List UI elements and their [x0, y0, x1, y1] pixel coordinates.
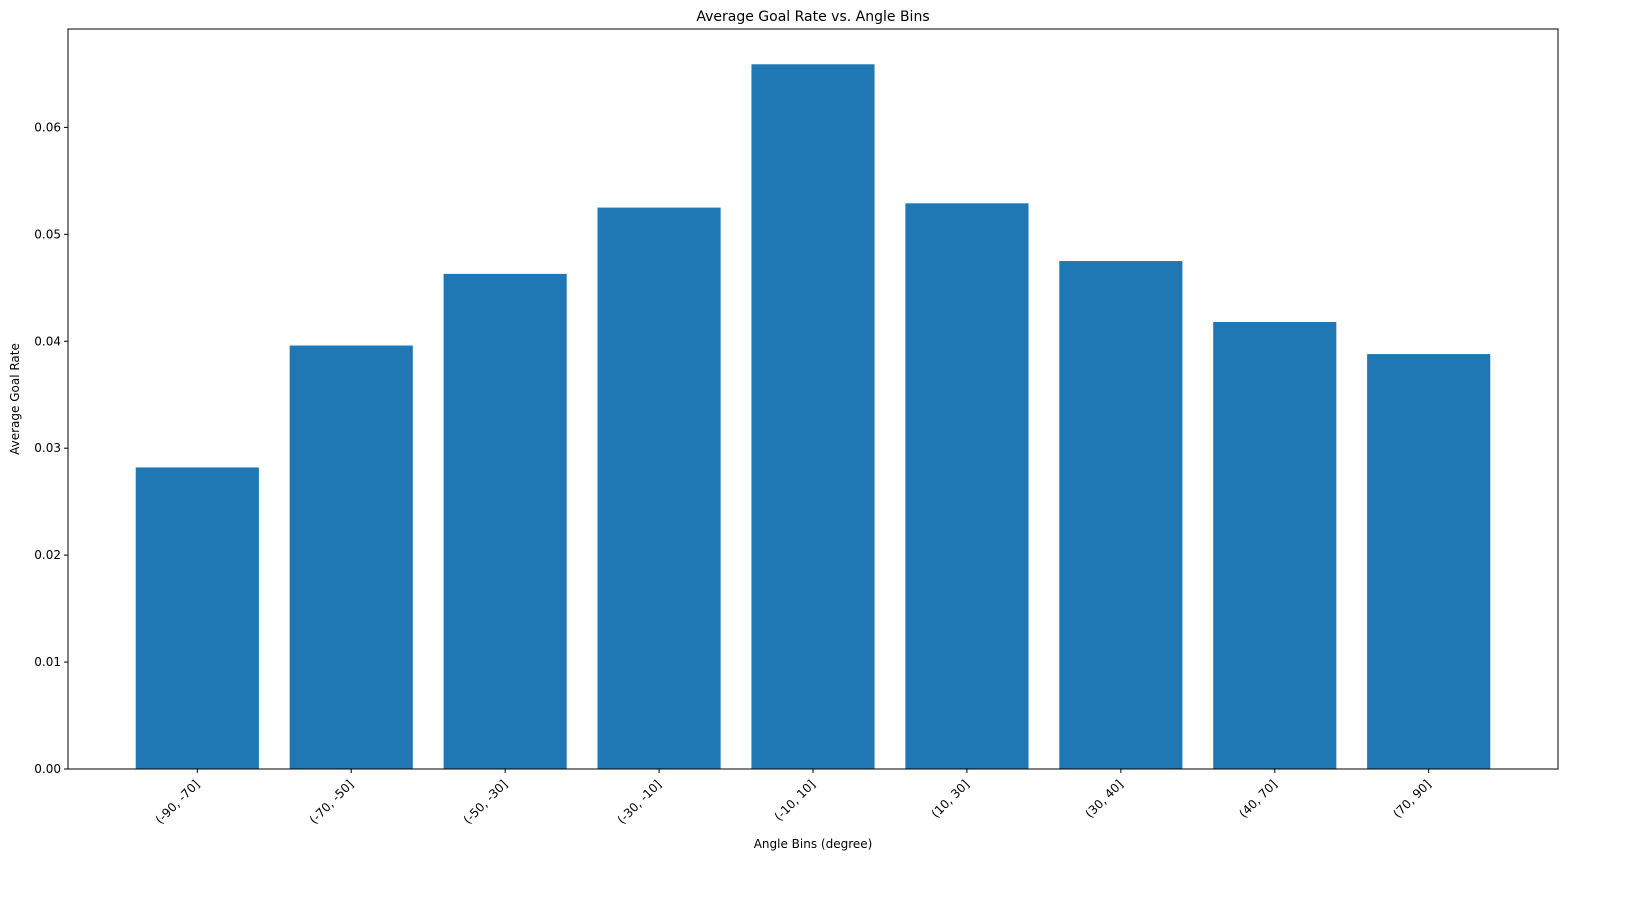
y-tick-label: 0.00	[34, 762, 61, 776]
y-tick-label: 0.02	[34, 548, 61, 562]
y-tick-label: 0.04	[34, 334, 61, 348]
bar	[905, 203, 1029, 770]
x-tick-label: (-30, -10]	[615, 777, 665, 827]
x-tick-label: (40, 70]	[1236, 777, 1280, 821]
plot-frame	[67, 28, 1559, 770]
bar	[1367, 354, 1491, 769]
x-tick-label: (70, 90]	[1390, 777, 1434, 821]
y-axis-label: Average Goal Rate	[8, 343, 22, 455]
x-tick-label: (-90, -70]	[153, 777, 203, 827]
x-tick-label: (30, 40]	[1082, 777, 1126, 821]
bar	[597, 207, 721, 770]
y-tick-label: 0.01	[34, 655, 61, 669]
bar	[443, 273, 567, 769]
y-tick-label: 0.06	[34, 120, 61, 134]
bar	[289, 345, 413, 769]
y-tick-label: 0.03	[34, 441, 61, 455]
x-axis-label: Angle Bins (degree)	[754, 837, 873, 851]
x-tick-label: (-50, -30]	[461, 777, 511, 827]
x-tick-label: (-10, 10]	[772, 777, 819, 824]
bar	[135, 467, 259, 769]
chart-title: Average Goal Rate vs. Angle Bins	[696, 9, 929, 25]
bar	[1213, 322, 1337, 769]
x-tick-label: (10, 30]	[929, 777, 973, 821]
bar	[751, 64, 875, 770]
x-tick-label: (-70, -50]	[307, 777, 357, 827]
y-tick-label: 0.05	[34, 227, 61, 241]
bar	[1059, 261, 1183, 769]
